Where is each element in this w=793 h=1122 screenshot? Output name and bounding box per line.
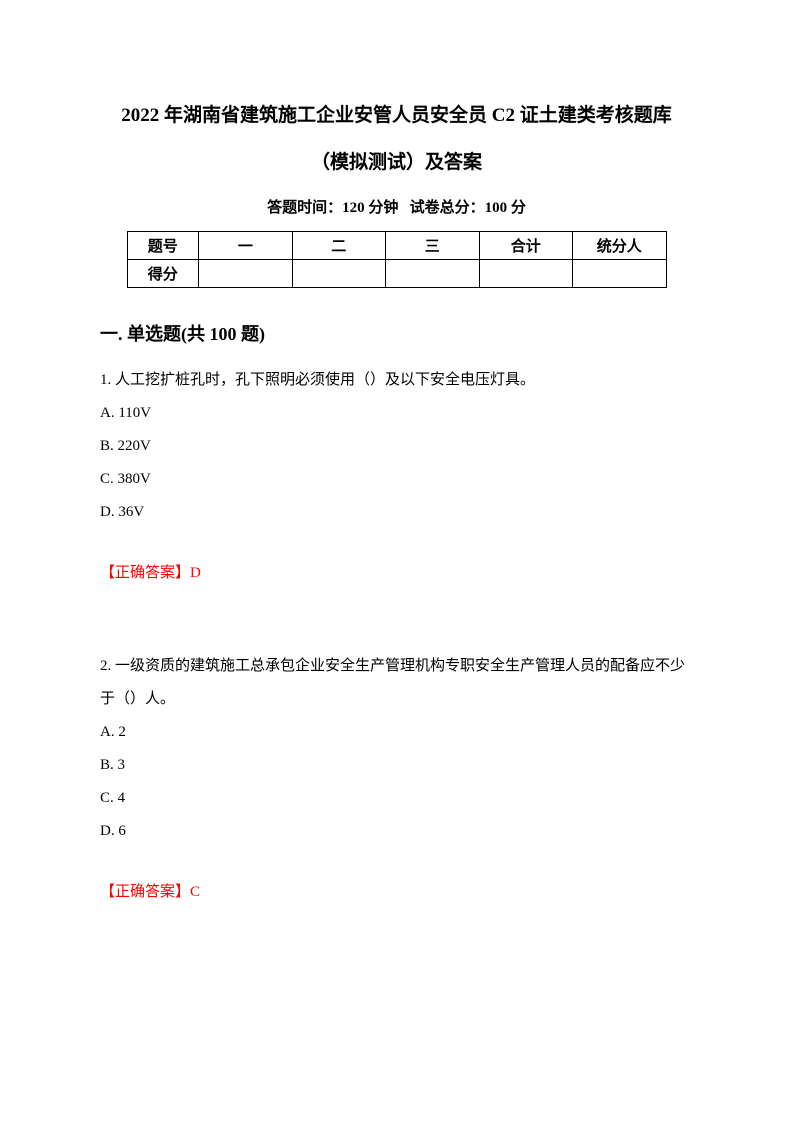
option-d: D. 36V [100, 496, 693, 529]
table-cell: 得分 [127, 260, 199, 288]
question-block: 1. 人工挖扩桩孔时，孔下照明必须使用（）及以下安全电压灯具。 A. 110V … [100, 364, 693, 590]
answer-label: 【正确答案】 [100, 884, 190, 900]
table-header-cell: 三 [386, 232, 479, 260]
time-label: 答题时间： [267, 200, 342, 216]
time-value: 120 分钟 [342, 200, 398, 216]
document-title-main: 2022 年湖南省建筑施工企业安管人员安全员 C2 证土建类考核题库 [100, 100, 693, 127]
option-b: B. 220V [100, 430, 693, 463]
answer-label: 【正确答案】 [100, 565, 190, 581]
table-cell [572, 260, 666, 288]
score-value: 100 分 [485, 200, 526, 216]
option-d: D. 6 [100, 815, 693, 848]
table-header-cell: 题号 [127, 232, 199, 260]
question-block: 2. 一级资质的建筑施工总承包企业安全生产管理机构专职安全生产管理人员的配备应不… [100, 650, 693, 909]
table-cell [292, 260, 385, 288]
table-row: 题号 一 二 三 合计 统分人 [127, 232, 666, 260]
question-text: 1. 人工挖扩桩孔时，孔下照明必须使用（）及以下安全电压灯具。 [100, 364, 693, 397]
document-title-sub: （模拟测试）及答案 [100, 147, 693, 174]
table-header-cell: 二 [292, 232, 385, 260]
table-header-cell: 统分人 [572, 232, 666, 260]
option-c: C. 380V [100, 463, 693, 496]
answer-value: C [190, 884, 200, 900]
question-text: 2. 一级资质的建筑施工总承包企业安全生产管理机构专职安全生产管理人员的配备应不… [100, 650, 693, 716]
score-label: 试卷总分： [410, 200, 485, 216]
option-b: B. 3 [100, 749, 693, 782]
table-cell [199, 260, 292, 288]
score-table: 题号 一 二 三 合计 统分人 得分 [127, 231, 667, 288]
table-row: 得分 [127, 260, 666, 288]
table-cell [386, 260, 479, 288]
answer-value: D [190, 565, 201, 581]
answer-line: 【正确答案】D [100, 557, 693, 590]
option-c: C. 4 [100, 782, 693, 815]
exam-info-line: 答题时间：120 分钟 试卷总分：100 分 [100, 196, 693, 217]
table-header-cell: 合计 [479, 232, 572, 260]
option-a: A. 2 [100, 716, 693, 749]
option-a: A. 110V [100, 397, 693, 430]
answer-line: 【正确答案】C [100, 876, 693, 909]
section-header: 一. 单选题(共 100 题) [100, 320, 693, 346]
table-cell [479, 260, 572, 288]
table-header-cell: 一 [199, 232, 292, 260]
